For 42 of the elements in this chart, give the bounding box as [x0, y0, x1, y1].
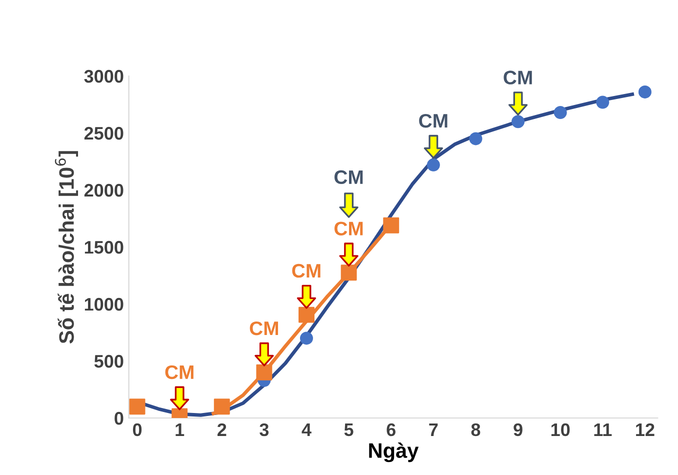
- annotation: CM: [419, 114, 448, 128]
- point: [340, 264, 357, 281]
- y-axis-title: Số tế bào/chai [10$^{6}$]: [54, 151, 78, 344]
- y-tick-label: 1500: [84, 240, 124, 254]
- annotation: CM: [292, 264, 320, 278]
- point: [129, 398, 146, 415]
- x-tick-label: 9: [514, 423, 522, 436]
- point: [596, 96, 610, 109]
- y-tick-label: 2000: [84, 184, 124, 197]
- y-tick-label: 3000: [84, 70, 124, 83]
- annotation: CM: [165, 365, 194, 380]
- y-tick-label: 500: [94, 354, 124, 368]
- annotation: CM: [334, 222, 363, 236]
- x-tick-label: 2: [218, 423, 226, 436]
- annotation: CM: [250, 321, 278, 336]
- point: [469, 132, 482, 146]
- annotation: CM: [504, 70, 532, 84]
- annotation: CM: [334, 170, 363, 184]
- point: [512, 115, 525, 128]
- x-axis-title: Ngày: [369, 442, 419, 462]
- point: [554, 106, 567, 119]
- point: [300, 332, 314, 345]
- y-tick-label: 0: [114, 412, 124, 425]
- x-tick-label: 3: [260, 423, 269, 436]
- point: [638, 85, 652, 98]
- x-tick-label: 6: [386, 423, 396, 436]
- point: [383, 217, 400, 234]
- y-tick-label: 2500: [84, 126, 124, 140]
- x-tick-label: 5: [344, 424, 354, 436]
- y-tick-label: 1000: [84, 298, 124, 311]
- point: [426, 158, 440, 172]
- x-tick-label: 10: [551, 423, 570, 436]
- x-tick-label: 0: [132, 423, 142, 436]
- x-tick-label: 12: [636, 423, 654, 436]
- x-tick-label: 11: [594, 424, 612, 436]
- point: [256, 364, 272, 380]
- x-tick-label: 7: [429, 424, 438, 436]
- x-tick-label: 8: [471, 423, 480, 436]
- x-tick-label: 4: [302, 424, 312, 436]
- point: [214, 398, 230, 415]
- point: [298, 306, 314, 323]
- x-tick-label: 1: [176, 424, 184, 436]
